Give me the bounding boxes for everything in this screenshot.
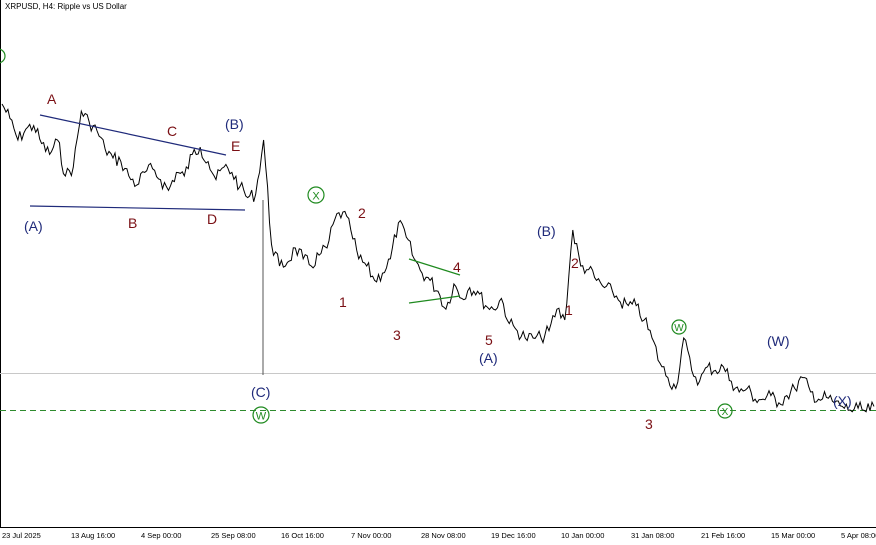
x-tick-label: 7 Nov 00:00 — [351, 531, 392, 540]
wave-label-maroon-4a: 4 — [453, 259, 461, 275]
svg-text:W: W — [674, 323, 684, 334]
wave-label-navy-x: (X) — [833, 393, 852, 409]
wave-label-maroon-1a: 1 — [339, 294, 347, 310]
x-tick-label: 21 Feb 16:00 — [701, 531, 746, 540]
flag-upper-trendline — [408, 258, 461, 276]
wave-label-maroon-3b: 3 — [645, 416, 653, 432]
price-series-line — [1, 103, 875, 413]
time-axis: 23 Jul 2025 13 Aug 16:00 4 Sep 00:00 25 … — [0, 527, 876, 545]
svg-text:W: W — [256, 411, 267, 423]
wave-label-navy-c1: (C) — [251, 384, 270, 400]
x-tick-label: 10 Jan 00:00 — [561, 531, 605, 540]
wave-label-maroon-2a: 2 — [358, 205, 366, 221]
wave-label-green-w2: W — [671, 319, 687, 335]
chart-title: XRPUSD, H4: Ripple vs US Dollar — [5, 2, 127, 11]
x-tick-label: 31 Jan 08:00 — [631, 531, 675, 540]
wave-label-maroon-c: C — [167, 123, 177, 139]
wave-label-navy-b2: (B) — [537, 223, 556, 239]
wave-label-maroon-a: A — [47, 91, 57, 107]
x-tick-label: 13 Aug 16:00 — [71, 531, 116, 540]
wave-label-maroon-e: E — [231, 138, 240, 154]
trendlines — [29, 114, 461, 375]
triangle-lower-trendline — [29, 205, 246, 211]
wave-label-maroon-5a: 5 — [485, 332, 493, 348]
x-tick-label: 16 Oct 16:00 — [281, 531, 324, 540]
x-tick-label: 15 Mar 00:00 — [771, 531, 816, 540]
wave-label-green-w1: W — [252, 406, 270, 424]
x-tick-label: 5 Apr 08:00 — [841, 531, 876, 540]
wave-label-maroon-3a: 3 — [393, 327, 401, 343]
x-tick-label: 28 Nov 08:00 — [421, 531, 466, 540]
wave-label-green-x1: X — [307, 186, 325, 204]
wave-label-maroon-d: D — [207, 211, 217, 227]
wave-label-maroon-b: B — [128, 215, 137, 231]
flag-lower-trendline — [408, 295, 461, 304]
x-tick-label: 19 Dec 16:00 — [491, 531, 536, 540]
svg-text:X: X — [722, 407, 729, 418]
wave-label-navy-a1: (A) — [24, 218, 43, 234]
svg-text:X: X — [312, 191, 320, 203]
wave-label-navy-w: (W) — [767, 333, 790, 349]
x-tick-label: 25 Sep 08:00 — [211, 531, 256, 540]
wave-label-green-x2: X — [717, 403, 733, 419]
wave-label-navy-a2: (A) — [479, 350, 498, 366]
wave-label-navy-b1: (B) — [225, 116, 244, 132]
cropped-green-circle-marker — [0, 48, 6, 64]
triangle-upper-trendline — [39, 114, 227, 156]
wave-label-maroon-2b: 2 — [571, 255, 579, 271]
x-tick-label: 23 Jul 2025 — [2, 531, 41, 540]
x-tick-label: 4 Sep 00:00 — [141, 531, 182, 540]
wave-label-maroon-1b: 1 — [565, 302, 573, 318]
